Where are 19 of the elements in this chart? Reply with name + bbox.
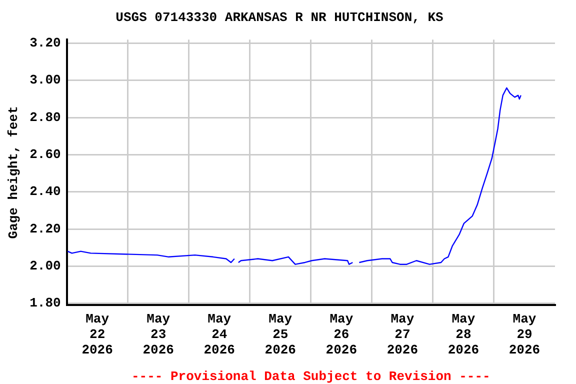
x-tick-label: May 22 2026: [82, 311, 114, 358]
y-tick-label: 2.40: [30, 184, 61, 200]
y-tick-label: 1.80: [30, 296, 61, 311]
x-tick-label: May 23 2026: [142, 311, 174, 358]
x-tick-label: May 25 2026: [264, 311, 296, 358]
y-tick-label: 2.80: [30, 110, 61, 125]
x-tick-label: May 24 2026: [204, 311, 236, 358]
y-tick-label: 3.00: [30, 72, 61, 88]
chart-title: USGS 07143330 ARKANSAS R NR HUTCHINSON, KS: [116, 10, 444, 26]
x-tick-label: May 28 2026: [448, 311, 480, 358]
x-tick-label: May 27 2026: [386, 311, 418, 358]
x-tick-label: May 29 2026: [508, 311, 540, 358]
y-axis-title: Gage height, feet: [6, 106, 22, 239]
y-tick-label: 2.00: [30, 258, 61, 274]
y-tick-label: 2.20: [30, 221, 61, 236]
y-tick-label: 3.20: [30, 36, 61, 51]
y-tick-label: 2.60: [30, 147, 61, 162]
text: ---- Provisional Data Subject to Revision ----: [131, 369, 490, 384]
x-tick-label: May 26 2026: [326, 311, 358, 358]
